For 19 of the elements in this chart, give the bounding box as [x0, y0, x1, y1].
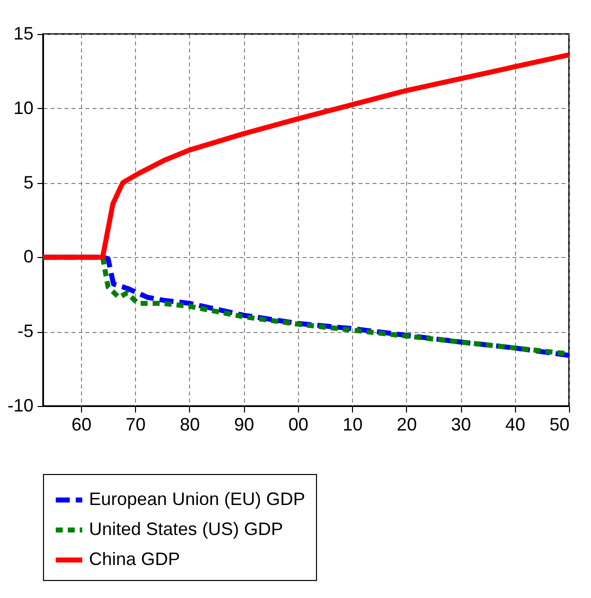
x-tick-label: 50	[549, 414, 570, 434]
y-tick-label: -10	[7, 396, 34, 416]
y-tick-label: 0	[23, 246, 34, 267]
y-tick-label: 10	[13, 98, 34, 118]
y-tick-label: 5	[23, 172, 34, 192]
y-tick-label: 15	[13, 24, 34, 44]
x-tick-label: 60	[71, 414, 92, 434]
x-tick-label: 20	[396, 414, 417, 434]
legend-label: European Union (EU) GDP	[89, 489, 306, 509]
y-tick-label: -5	[17, 321, 34, 342]
x-tick-label: 80	[180, 414, 200, 434]
x-tick-label: 10	[342, 414, 363, 434]
x-tick-label: 40	[505, 414, 526, 434]
x-tick-label: 00	[288, 414, 308, 434]
legend-label: United States (US) GDP	[89, 519, 284, 539]
x-tick-label: 70	[126, 414, 146, 434]
x-tick-label: 90	[234, 414, 254, 434]
legend-label: China GDP	[89, 549, 180, 569]
x-tick-label: 30	[451, 414, 472, 434]
